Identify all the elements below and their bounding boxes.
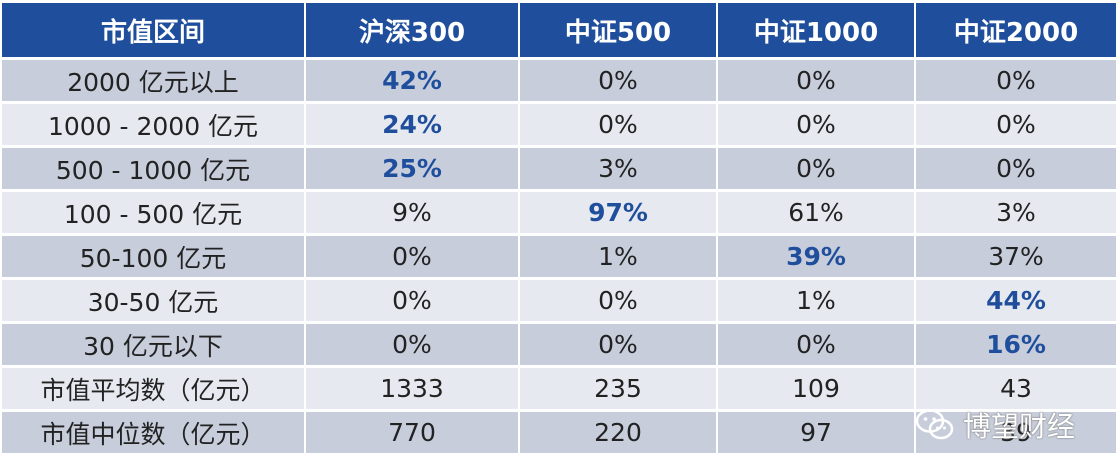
cell-csi300: 24% [306, 104, 518, 145]
header-csi500: 中证500 [520, 3, 716, 57]
cell-csi1000: 1% [718, 280, 914, 321]
cell-csi2000: 37% [916, 236, 1116, 277]
table-body: 2000 亿元以上 42% 0% 0% 0% 1000 - 2000 亿元 24… [2, 60, 1116, 453]
row-label: 500 - 1000 亿元 [2, 148, 304, 189]
table-row: 市值平均数（亿元） 1333 235 109 43 [2, 368, 1116, 409]
cell-csi1000: 0% [718, 60, 914, 101]
cell-csi1000: 109 [718, 368, 914, 409]
cell-csi500: 0% [520, 104, 716, 145]
header-csi300: 沪深300 [306, 3, 518, 57]
table-row: 30-50 亿元 0% 0% 1% 44% [2, 280, 1116, 321]
cell-csi1000: 97 [718, 412, 914, 453]
cell-csi1000: 0% [718, 324, 914, 365]
cell-csi500: 1% [520, 236, 716, 277]
cell-csi300: 770 [306, 412, 518, 453]
row-label: 50-100 亿元 [2, 236, 304, 277]
cell-csi2000: 44% [916, 280, 1116, 321]
table-row: 500 - 1000 亿元 25% 3% 0% 0% [2, 148, 1116, 189]
table-header-row: 市值区间 沪深300 中证500 中证1000 中证2000 [2, 3, 1116, 57]
table-row: 30 亿元以下 0% 0% 0% 16% [2, 324, 1116, 365]
cell-csi500: 3% [520, 148, 716, 189]
row-label: 市值平均数（亿元） [2, 368, 304, 409]
cell-csi2000: 3% [916, 192, 1116, 233]
cell-csi1000: 61% [718, 192, 914, 233]
cell-csi500: 0% [520, 324, 716, 365]
cell-csi300: 1333 [306, 368, 518, 409]
cell-csi300: 25% [306, 148, 518, 189]
cell-csi300: 0% [306, 280, 518, 321]
cell-csi2000: 0% [916, 148, 1116, 189]
row-label: 2000 亿元以上 [2, 60, 304, 101]
row-label: 市值中位数（亿元） [2, 412, 304, 453]
table-row: 100 - 500 亿元 9% 97% 61% 3% [2, 192, 1116, 233]
cell-csi300: 42% [306, 60, 518, 101]
table-row: 1000 - 2000 亿元 24% 0% 0% 0% [2, 104, 1116, 145]
header-csi1000: 中证1000 [718, 3, 914, 57]
cell-csi1000: 0% [718, 104, 914, 145]
cell-csi500: 97% [520, 192, 716, 233]
cell-csi500: 0% [520, 280, 716, 321]
row-label: 1000 - 2000 亿元 [2, 104, 304, 145]
table-row: 2000 亿元以上 42% 0% 0% 0% [2, 60, 1116, 101]
cell-csi2000: 16% [916, 324, 1116, 365]
market-cap-distribution-table: 市值区间 沪深300 中证500 中证1000 中证2000 2000 亿元以上… [2, 3, 1116, 453]
row-label: 30-50 亿元 [2, 280, 304, 321]
cell-csi2000: 39 [916, 412, 1116, 453]
header-csi2000: 中证2000 [916, 3, 1116, 57]
cell-csi500: 0% [520, 60, 716, 101]
cell-csi1000: 0% [718, 148, 914, 189]
table-row: 50-100 亿元 0% 1% 39% 37% [2, 236, 1116, 277]
table-row: 市值中位数（亿元） 770 220 97 39 [2, 412, 1116, 453]
cell-csi2000: 0% [916, 60, 1116, 101]
row-label: 30 亿元以下 [2, 324, 304, 365]
cell-csi300: 0% [306, 324, 518, 365]
cell-csi2000: 43 [916, 368, 1116, 409]
cell-csi500: 220 [520, 412, 716, 453]
row-label: 100 - 500 亿元 [2, 192, 304, 233]
cell-csi2000: 0% [916, 104, 1116, 145]
cell-csi500: 235 [520, 368, 716, 409]
header-market-cap-range: 市值区间 [2, 3, 304, 57]
cell-csi1000: 39% [718, 236, 914, 277]
cell-csi300: 0% [306, 236, 518, 277]
cell-csi300: 9% [306, 192, 518, 233]
